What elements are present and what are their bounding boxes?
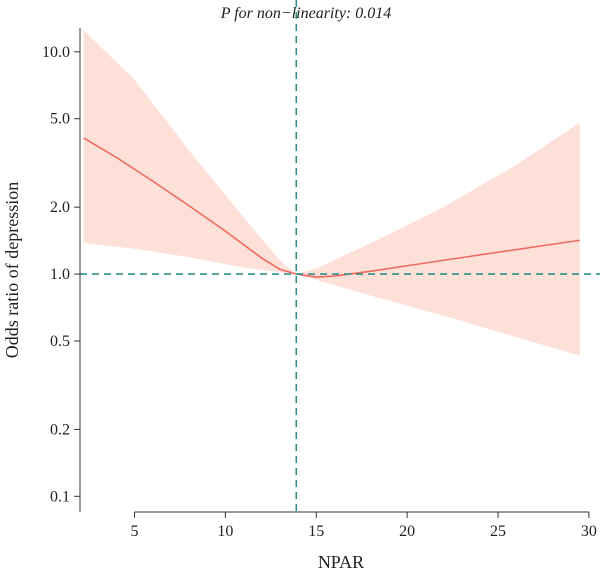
chart-title: P for non−linearity: 0.014 [220,5,392,22]
x-tick-label: 20 [399,523,415,540]
line-layer [83,137,580,278]
confidence-band [83,30,580,356]
axes-layer: 0.1 0.2 0.5 1.0 2.0 5.0 10.0 5 10 15 20 25 30 [42,28,597,540]
odds-ratio-line [83,137,580,278]
reference-lines-layer [80,0,600,512]
y-tick-label: 1.0 [50,266,70,283]
x-axis-label: NPAR [318,552,364,572]
x-tick-label: 15 [308,523,324,540]
x-tick-label: 25 [490,523,506,540]
x-tick-label: 10 [217,523,233,540]
y-tick-label: 10.0 [42,44,70,61]
x-tick-label: 5 [131,523,139,540]
confidence-band-layer [83,30,580,356]
y-tick-label: 2.0 [50,199,70,216]
x-tick-label: 30 [581,523,597,540]
y-tick-label: 0.5 [50,333,70,350]
y-tick-label: 0.2 [50,421,70,438]
y-axis-label: Odds ratio of depression [2,182,22,358]
y-tick-label: 0.1 [50,488,70,505]
y-tick-label: 5.0 [50,111,70,128]
